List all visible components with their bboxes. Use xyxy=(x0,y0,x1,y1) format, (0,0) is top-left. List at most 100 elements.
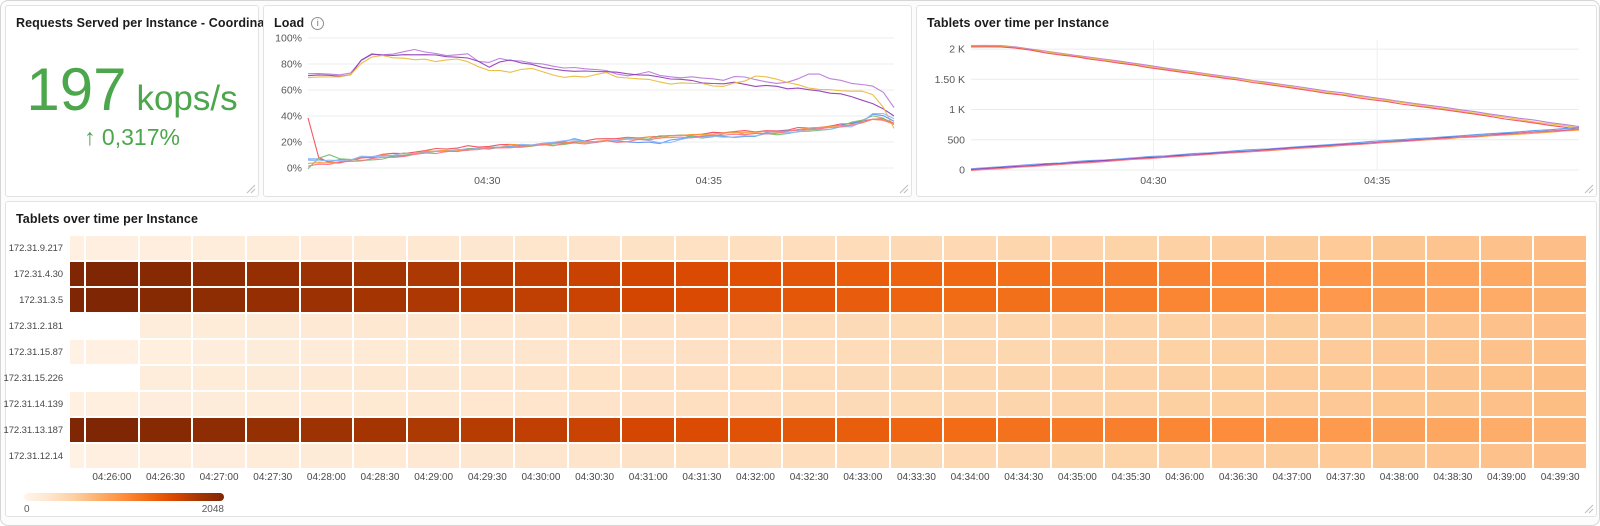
instance-label: 172.31.12.14 xyxy=(8,450,63,462)
heatmap-cell xyxy=(354,418,406,442)
heatmap-cell xyxy=(729,366,782,390)
heatmap-cell xyxy=(407,392,460,416)
heatmap-cell xyxy=(622,392,675,416)
heatmap-cell xyxy=(836,236,889,260)
x-tick-label: 04:30 xyxy=(474,175,500,187)
heatmap-row: 172.31.15.226 xyxy=(4,366,1586,390)
heatmap-cell xyxy=(86,366,138,390)
heatmap-cell xyxy=(407,340,460,364)
heatmap-cell xyxy=(622,418,675,442)
time-label: 04:39:00 xyxy=(1487,472,1526,483)
heatmap-cell xyxy=(1266,236,1318,260)
heatmap-cell xyxy=(783,236,835,260)
heatmap-cell xyxy=(1105,236,1157,260)
resize-handle-icon[interactable] xyxy=(246,184,256,194)
heatmap-cell xyxy=(246,236,299,260)
heatmap-cell xyxy=(1534,444,1586,468)
heatmap-row: 172.31.9.217 xyxy=(9,236,1586,260)
heatmap-row: 172.31.15.87 xyxy=(9,340,1586,364)
heatmap-cell xyxy=(461,340,514,364)
heatmap-cell xyxy=(193,314,245,338)
heatmap-cell xyxy=(1266,340,1318,364)
heatmap-cell xyxy=(300,392,353,416)
heatmap-cell xyxy=(729,418,782,442)
heatmap-cell xyxy=(1373,340,1426,364)
heatmap-cell xyxy=(70,392,84,416)
heatmap-cell xyxy=(836,340,889,364)
heatmap-cell xyxy=(568,340,621,364)
heatmap-cell xyxy=(139,236,192,260)
heatmap-cell xyxy=(70,340,84,364)
heatmap-cell xyxy=(1319,392,1372,416)
time-label: 04:35:00 xyxy=(1057,472,1097,483)
heatmap-cell xyxy=(1266,262,1318,286)
heatmap-cell xyxy=(836,444,889,468)
heatmap-cell xyxy=(300,288,353,312)
heatmap-cell xyxy=(568,392,621,416)
heatmap-cell xyxy=(1212,262,1265,286)
heatmap-cell xyxy=(1051,236,1104,260)
resize-handle-icon[interactable] xyxy=(899,184,909,194)
heatmap-cell xyxy=(246,392,299,416)
heatmap-cell xyxy=(1480,340,1533,364)
heatmap-cell xyxy=(1266,366,1318,390)
heatmap-cell xyxy=(568,366,621,390)
y-tick-label: 0 xyxy=(959,165,965,177)
heatmap-grid[interactable]: 172.31.9.217 172.31.4.30 172.31.3.5 172.31.… xyxy=(3,236,1586,468)
heatmap-cell xyxy=(246,418,299,442)
heatmap-cell xyxy=(1480,418,1533,442)
heatmap-cell xyxy=(1373,418,1426,442)
heatmap-cell xyxy=(461,314,514,338)
heatmap-cell xyxy=(944,314,996,338)
heatmap-cell xyxy=(193,288,245,312)
heatmap-cell xyxy=(193,236,245,260)
heatmap-cell xyxy=(300,236,353,260)
heatmap-cell xyxy=(997,366,1050,390)
stat-block: 197 kops/s ↑ 0,317% xyxy=(16,26,248,182)
heatmap-cell xyxy=(568,444,621,468)
heatmap-cell xyxy=(676,418,728,442)
tablets-line-chart[interactable]: 2 K 1.50 K 1 K 500 0 04:30 04:35 xyxy=(927,32,1586,188)
stat-delta: ↑ 0,317% xyxy=(84,123,180,150)
heatmap-cell xyxy=(1480,288,1533,312)
time-label: 04:38:30 xyxy=(1433,472,1473,483)
heatmap-cell xyxy=(461,444,514,468)
heatmap-cell xyxy=(1212,314,1265,338)
panel-load: Load i 100% 80% 60% 40% 20% 0% 04:30 04:35 xyxy=(263,5,912,197)
panel-tablets-line: Tablets over time per Instance 2 K 1.50 K… xyxy=(916,5,1597,197)
heatmap-cell xyxy=(729,288,782,312)
load-chart[interactable]: 100% 80% 60% 40% 20% 0% 04:30 04:35 xyxy=(274,32,901,188)
time-label: 04:29:30 xyxy=(467,472,507,483)
heatmap-cell xyxy=(1158,366,1211,390)
heatmap-cell xyxy=(139,340,192,364)
heatmap-cell xyxy=(676,366,728,390)
info-icon[interactable]: i xyxy=(311,16,325,30)
heatmap-cell xyxy=(70,418,84,442)
heatmap-cell xyxy=(86,418,138,442)
heatmap-cell xyxy=(622,444,675,468)
heatmap-cell xyxy=(1319,418,1372,442)
heatmap-cell xyxy=(1158,444,1211,468)
heatmap-cell xyxy=(300,418,353,442)
heatmap-cell xyxy=(944,262,996,286)
heatmap-cell xyxy=(193,262,245,286)
heatmap-cell xyxy=(622,236,675,260)
heatmap-cell xyxy=(246,288,299,312)
panel-requests-served: Requests Served per Instance - Coordinat… xyxy=(5,5,302,197)
heatmap-cell xyxy=(1051,444,1104,468)
heatmap-cell xyxy=(1427,236,1479,260)
heatmap-cell xyxy=(1051,418,1104,442)
heatmap-cell xyxy=(86,314,138,338)
heatmap-cell xyxy=(1534,340,1586,364)
color-gradient-bar xyxy=(24,493,224,501)
line-series xyxy=(970,46,1580,130)
heatmap-cell xyxy=(676,236,728,260)
heatmap-cell xyxy=(622,340,675,364)
heatmap-cell xyxy=(1158,262,1211,286)
instance-label: 172.31.13.187 xyxy=(3,424,64,436)
resize-handle-icon[interactable] xyxy=(1584,504,1594,514)
x-tick-label: 04:30 xyxy=(1140,175,1166,187)
resize-handle-icon[interactable] xyxy=(1584,184,1594,194)
time-label: 04:32:30 xyxy=(789,472,829,483)
heatmap-cell xyxy=(246,366,299,390)
